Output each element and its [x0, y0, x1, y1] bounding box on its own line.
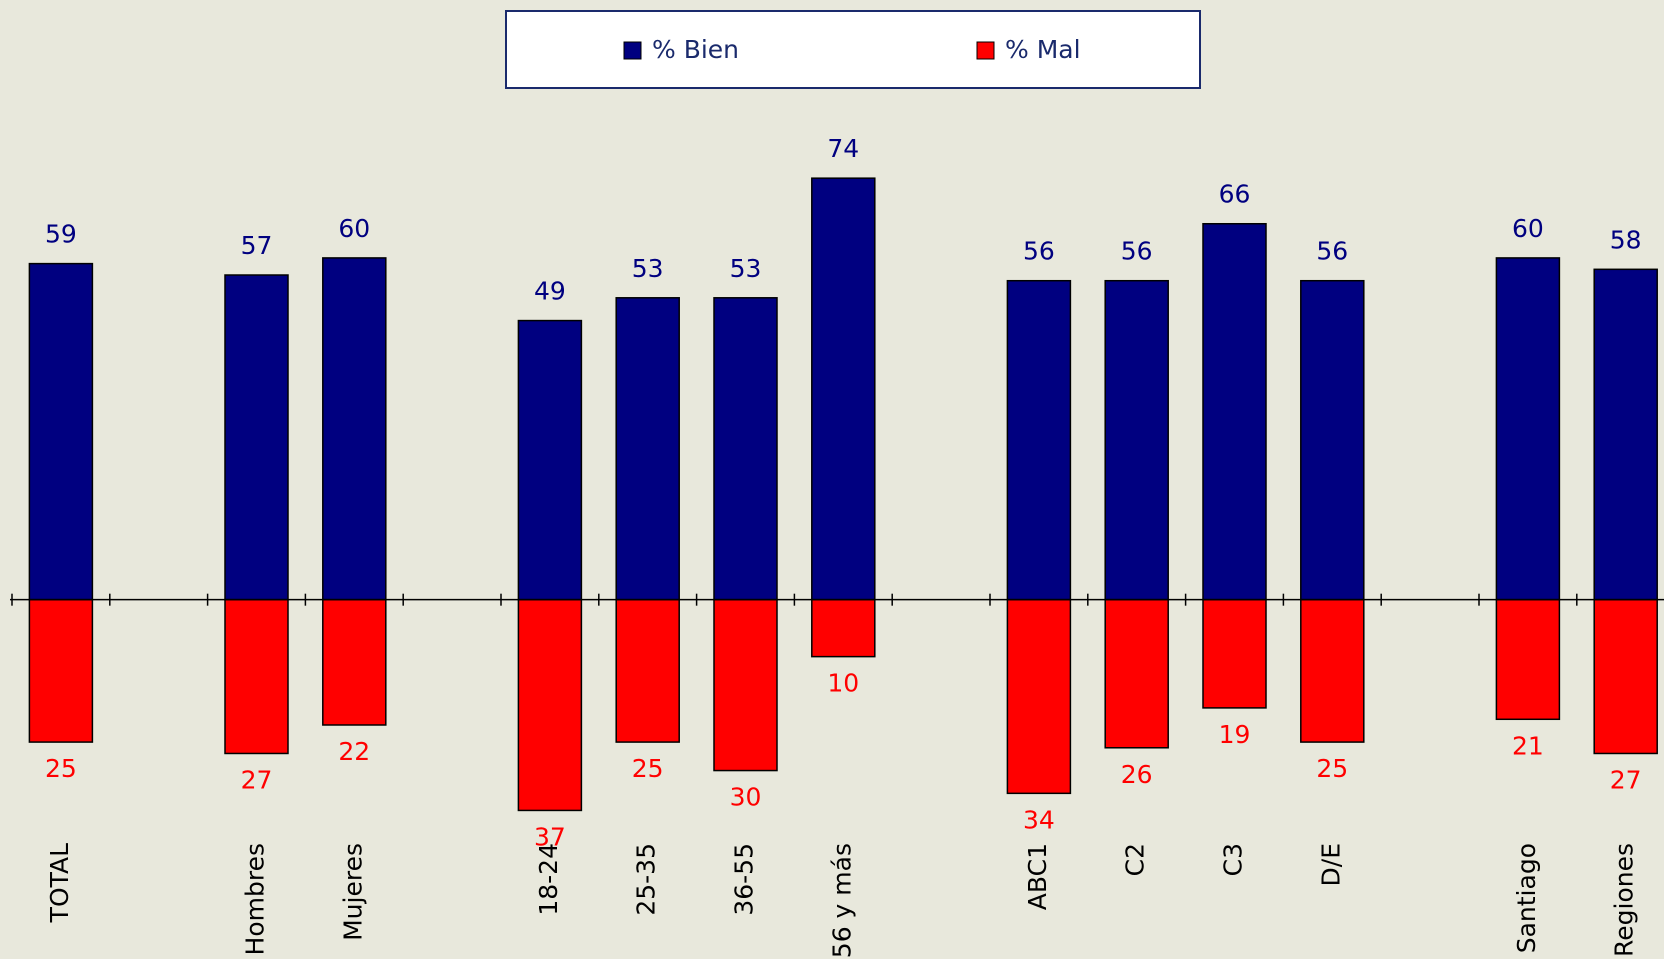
data-label: 25 [1316, 754, 1348, 783]
x-tick-label: D/E [1316, 843, 1345, 886]
bar [224, 598, 289, 755]
data-label: 37 [534, 822, 566, 851]
bar [811, 177, 876, 601]
x-tick-label: Mujeres [338, 843, 367, 941]
data-label: 27 [1610, 765, 1642, 794]
bar [713, 297, 778, 601]
data-label: 56 [1316, 237, 1348, 266]
bar [1300, 598, 1365, 743]
data-label: 30 [730, 783, 762, 812]
bar [1006, 598, 1072, 795]
bar [1593, 598, 1658, 755]
data-label: 10 [827, 669, 859, 698]
bar [28, 598, 94, 743]
bar [1104, 598, 1169, 749]
x-tick-label: 56 y más [827, 843, 856, 958]
x-tick-label: Santiago [1512, 843, 1541, 953]
bar [1202, 222, 1267, 601]
legend-swatch [623, 41, 642, 60]
bar [322, 598, 387, 726]
data-label: 19 [1219, 720, 1251, 749]
data-label: 49 [534, 277, 566, 306]
bar [1495, 598, 1561, 721]
x-tick-label: TOTAL [45, 843, 74, 923]
bar [1202, 598, 1267, 709]
data-label: 57 [241, 231, 273, 260]
x-tick-label: Hombres [241, 843, 270, 955]
data-label: 25 [45, 754, 77, 783]
data-label: 25 [632, 754, 664, 783]
bar [224, 274, 289, 601]
bar [1495, 257, 1561, 601]
data-label: 22 [338, 737, 370, 766]
x-tick-label: C2 [1121, 843, 1150, 876]
x-tick-label: 25-35 [632, 843, 661, 916]
data-label: 21 [1512, 731, 1544, 760]
data-label: 58 [1610, 225, 1642, 254]
bar [615, 297, 680, 601]
bar [28, 262, 94, 601]
data-label: 56 [1121, 237, 1153, 266]
data-label: 59 [45, 220, 77, 249]
legend-swatch [976, 41, 995, 60]
bar [1593, 268, 1658, 601]
data-label: 27 [241, 765, 273, 794]
bar [615, 598, 680, 743]
bar [517, 319, 583, 601]
data-label: 60 [338, 214, 370, 243]
legend-box [505, 10, 1201, 89]
bar [1104, 279, 1169, 601]
bar [517, 598, 583, 812]
legend-label: % Mal [1005, 35, 1081, 64]
data-label: 53 [632, 254, 664, 283]
bar [1006, 279, 1072, 601]
bar [811, 598, 876, 658]
x-tick-label: ABC1 [1023, 843, 1052, 910]
legend-label: % Bien [652, 35, 739, 64]
data-label: 26 [1121, 760, 1153, 789]
data-label: 53 [730, 254, 762, 283]
data-label: 66 [1219, 180, 1251, 209]
data-label: 34 [1023, 805, 1055, 834]
data-label: 56 [1023, 237, 1055, 266]
x-tick-label: 36-55 [730, 843, 759, 916]
x-tick-label: 18-24 [534, 843, 563, 916]
x-tick-label: Regiones [1610, 843, 1639, 957]
x-tick-label: C3 [1219, 843, 1248, 876]
data-label: 74 [827, 134, 859, 163]
bar [713, 598, 778, 772]
bar [1300, 279, 1365, 601]
data-label: 60 [1512, 214, 1544, 243]
bar [322, 257, 387, 601]
